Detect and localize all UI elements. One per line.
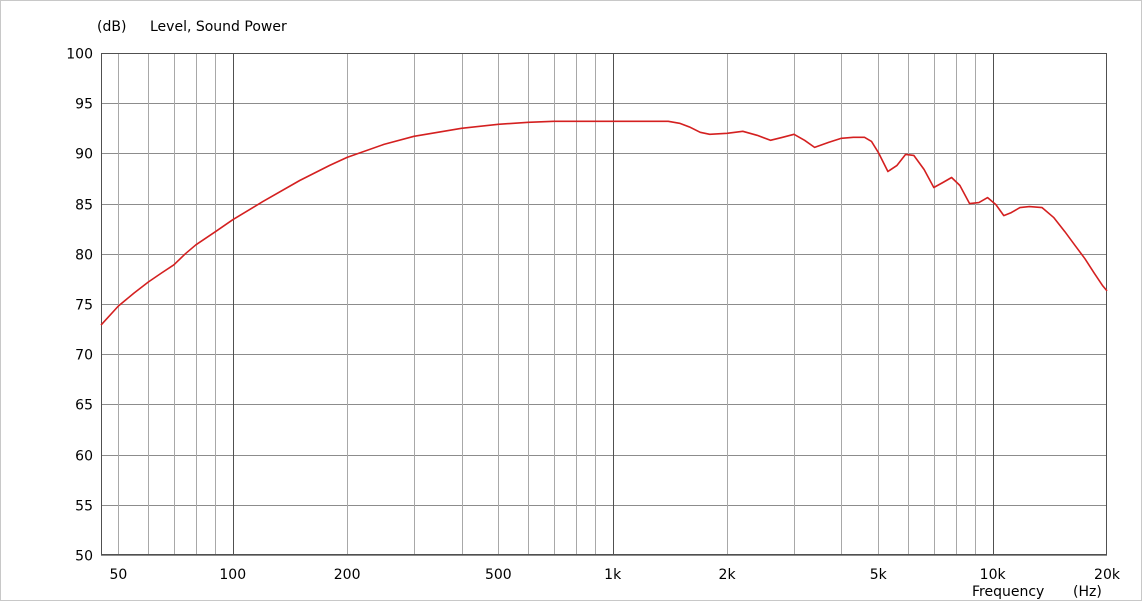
x-axis-label: Frequency [972,584,1044,600]
x-tick-label-10k: 10k [980,567,1007,583]
y-tick-label-50: 50 [75,549,93,565]
axes-layer [101,53,1107,555]
y-axis-unit-label: (dB) [97,19,126,35]
y-tick-label-60: 60 [75,449,93,465]
y-tick-label-90: 90 [75,147,93,163]
grid-layer [101,53,1107,556]
x-tick-label-1k: 1k [604,567,622,583]
x-tick-label-100: 100 [219,567,246,583]
x-tick-label-20k: 20k [1094,567,1121,583]
x-tick-label-5k: 5k [870,567,888,583]
text-layer: (dB) Level, Sound Power Frequency (Hz) 5… [66,19,1121,600]
y-tick-label-85: 85 [75,198,93,214]
y-tick-label-100: 100 [66,47,93,63]
y-tick-label-70: 70 [75,348,93,364]
series-line-0 [100,120,1108,326]
plot-frame [101,53,1107,555]
x-axis-unit-label: (Hz) [1073,584,1102,600]
y-tick-label-75: 75 [75,298,93,314]
x-tick-label-500: 500 [485,567,512,583]
y-tick-label-80: 80 [75,248,93,264]
series-layer [100,120,1108,326]
x-tick-label-200: 200 [334,567,361,583]
y-tick-label-55: 55 [75,499,93,515]
chart-title: Level, Sound Power [150,19,287,35]
x-tick-label-2k: 2k [719,567,737,583]
y-tick-label-95: 95 [75,97,93,113]
y-tick-label-65: 65 [75,398,93,414]
x-tick-label-50: 50 [109,567,127,583]
